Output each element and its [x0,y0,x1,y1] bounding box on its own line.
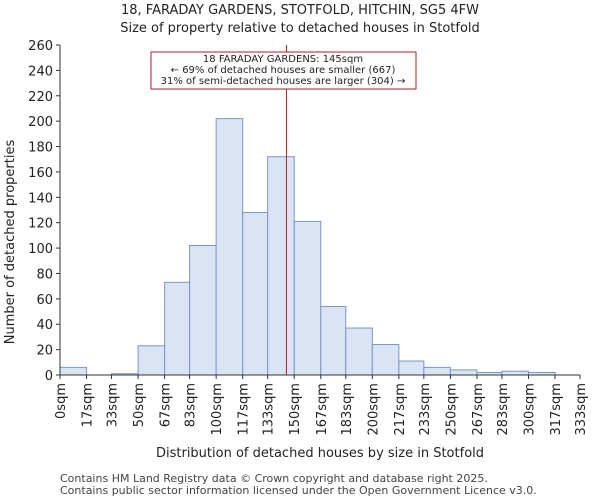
x-tick-label: 167sqm [315,383,330,436]
x-axis: 0sqm 17sqm 33sqm 50sqm 67sqm 83sqm 100sqm 117sq… [54,374,589,436]
y-tick-label: 40 [36,318,53,333]
x-axis-label: Distribution of detached houses by size … [156,446,484,461]
chart-subtitle: Size of property relative to detached ho… [120,21,480,36]
y-tick-label: 260 [28,39,53,54]
y-tick-label: 200 [28,115,53,130]
bar-50sqm [137,345,166,376]
x-tick-label: 267sqm [471,383,486,436]
chart-title: 18, FARADAY GARDENS, STOTFOLD, HITCHIN, … [121,3,479,18]
bar-200sqm [371,344,400,376]
bars-group [59,118,556,376]
bar-100sqm [215,118,244,376]
bar-0sqm [59,366,88,376]
x-tick-label: 317sqm [549,383,564,436]
annotation-line-1: 18 FARADAY GARDENS: 145sqm [203,54,363,65]
bar-133sqm [267,156,295,376]
y-tick-label: 0 [45,369,53,384]
annotation-box: 18 FARADAY GARDENS: 145sqm ← 69% of deta… [150,51,417,90]
x-tick-label: 283sqm [496,383,511,436]
bar-150sqm [293,220,322,376]
x-tick-label: 233sqm [418,383,433,436]
bar-217sqm [398,360,425,376]
x-tick-label: 217sqm [393,383,408,436]
footer-line-1: Contains HM Land Registry data © Crown c… [60,472,488,485]
x-tick-label: 200sqm [366,383,381,436]
footer-line-2: Contains public sector information licen… [60,484,537,497]
y-tick-label: 140 [28,191,53,206]
x-tick-label: 83sqm [184,383,199,427]
x-tick-label: 250sqm [444,383,459,436]
bar-83sqm [189,245,217,376]
x-tick-label: 133sqm [262,383,277,436]
y-tick-label: 120 [28,217,53,232]
y-tick-label: 20 [36,344,53,359]
y-tick-label: 100 [28,242,53,257]
y-tick-label: 180 [28,141,53,156]
x-tick-label: 183sqm [340,383,355,436]
bar-250sqm [449,369,478,376]
bar-233sqm [423,366,451,376]
bar-167sqm [320,305,347,376]
y-tick-label: 240 [28,64,53,79]
bar-117sqm [242,212,269,376]
x-tick-label: 300sqm [522,383,537,436]
annotation-frame [150,51,417,90]
annotation-line-2: ← 69% of detached houses are smaller (66… [171,65,396,76]
y-tick-label: 160 [28,166,53,181]
x-tick-label: 67sqm [159,383,174,427]
y-tick-label: 220 [28,90,53,105]
bar-283sqm [501,370,529,376]
y-axis-label: Number of detached properties [3,140,18,345]
y-tick-label: 60 [36,293,53,308]
x-tick-label: 17sqm [81,383,96,427]
x-tick-label: 50sqm [132,383,147,427]
y-axis: 0 20 40 60 80 100 120 140 160 180 200 220 240 260 [28,39,61,384]
annotation-line-3: 31% of semi-detached houses are larger (… [161,76,406,87]
x-tick-label: 33sqm [106,383,121,427]
x-tick-label: 117sqm [237,383,252,436]
bar-183sqm [345,327,373,376]
x-tick-label: 0sqm [54,383,69,419]
y-tick-label: 80 [36,267,53,282]
x-tick-label: 150sqm [288,383,303,436]
bar-67sqm [164,281,191,376]
x-tick-label: 333sqm [574,383,589,436]
x-tick-label: 100sqm [210,383,225,436]
